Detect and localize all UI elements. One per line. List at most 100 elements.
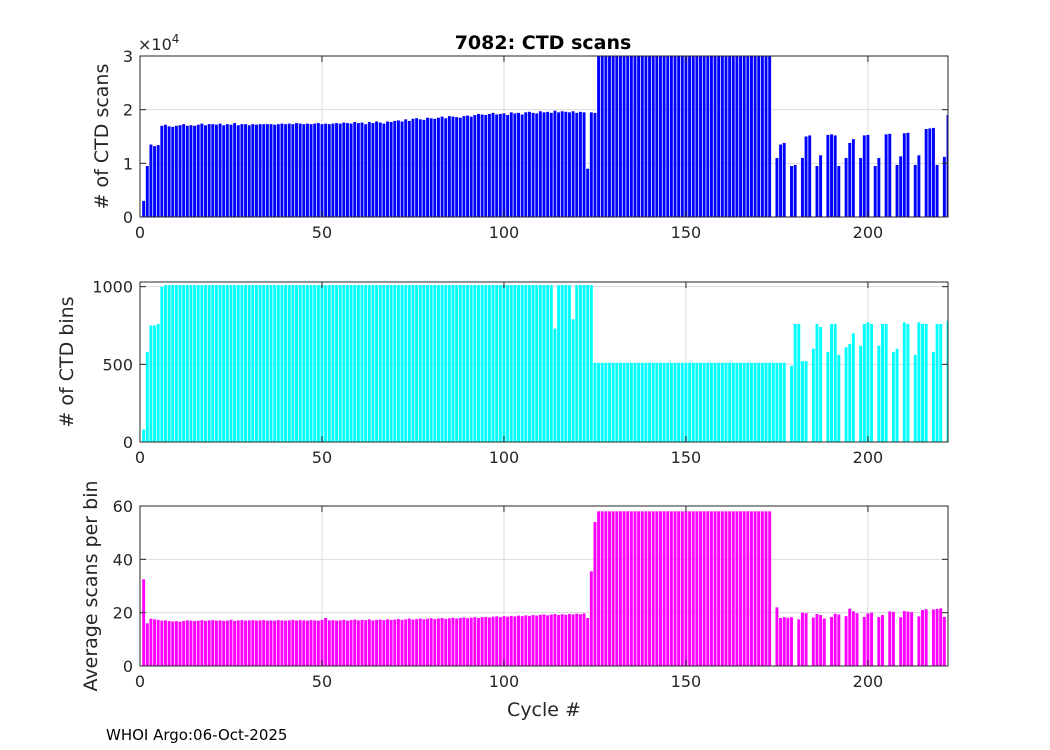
bar [662, 511, 666, 666]
bar [305, 285, 309, 442]
y-axis-label: # of CTD bins [56, 296, 78, 427]
bar [429, 285, 433, 442]
bar [928, 128, 932, 217]
bar [568, 614, 571, 666]
bar [637, 511, 641, 666]
bar [724, 362, 728, 442]
bar [320, 285, 324, 442]
bar [444, 285, 448, 442]
bar [164, 285, 167, 442]
bar [167, 126, 171, 217]
bar [484, 285, 488, 442]
bar [487, 617, 491, 666]
bar [651, 362, 655, 442]
bar [699, 56, 702, 217]
bar [728, 511, 732, 666]
bar [171, 285, 175, 442]
bar [262, 620, 266, 666]
x-tick-label: 50 [312, 448, 332, 467]
bar [600, 362, 604, 442]
bar [251, 285, 255, 442]
bar [862, 135, 866, 217]
bar [655, 56, 659, 217]
bar [677, 56, 681, 217]
bar [757, 56, 761, 217]
bar [218, 123, 222, 217]
bar [906, 323, 910, 442]
bar [418, 285, 422, 442]
bar [651, 511, 655, 666]
bar [382, 285, 386, 442]
bar [255, 124, 258, 217]
bar [848, 142, 852, 217]
bar [720, 511, 724, 666]
bar [273, 124, 277, 217]
bar [782, 142, 786, 217]
bar [931, 127, 935, 217]
bar [480, 285, 484, 442]
bar [808, 135, 812, 217]
bar [393, 120, 397, 217]
bar [204, 620, 207, 666]
bar [870, 323, 874, 442]
y-tick-label: 2 [123, 101, 133, 120]
bar [255, 285, 258, 442]
y-tick-label: 1 [123, 154, 133, 173]
bar [324, 123, 328, 217]
bar [335, 620, 338, 666]
bar [728, 362, 732, 442]
bar [950, 616, 953, 666]
bar [768, 362, 772, 442]
bar [600, 56, 604, 217]
bar [582, 112, 586, 217]
bar [375, 121, 379, 217]
bar [648, 511, 652, 666]
bar [830, 134, 833, 217]
bar [331, 620, 335, 666]
bar [797, 323, 801, 442]
bar [386, 285, 389, 442]
bar [487, 113, 491, 217]
bar [477, 618, 480, 666]
bar [415, 619, 419, 666]
bar [902, 611, 906, 666]
bar [735, 56, 739, 217]
bar [891, 351, 895, 442]
bar [375, 619, 379, 666]
bar [367, 619, 371, 666]
bar [746, 56, 750, 217]
bar [407, 285, 411, 442]
bar [313, 123, 317, 217]
bar [164, 124, 167, 217]
bar [287, 123, 291, 217]
bar [779, 362, 783, 442]
bar [356, 620, 360, 666]
bar [178, 285, 182, 442]
bar [393, 285, 397, 442]
bar [637, 56, 641, 217]
bar [229, 619, 233, 666]
bar [295, 123, 298, 217]
bar [699, 511, 702, 666]
bar [422, 285, 426, 442]
bar [309, 124, 313, 217]
bar [495, 616, 499, 666]
bar [542, 112, 546, 217]
bar [695, 362, 699, 442]
x-tick-label: 100 [489, 223, 520, 242]
bar [764, 362, 768, 442]
bar [466, 618, 470, 666]
axes-box [139, 55, 949, 218]
y-tick-label: 1000 [92, 278, 133, 297]
bar [662, 362, 666, 442]
bar [775, 157, 779, 217]
y-axis-label: Average scans per bin [80, 480, 102, 691]
bar [182, 620, 186, 666]
bar [524, 285, 528, 442]
y-tick-label: 60 [113, 497, 133, 516]
bar [742, 56, 746, 217]
bar [659, 56, 662, 217]
bar [888, 133, 892, 217]
bar [702, 362, 706, 442]
bar [735, 511, 739, 666]
